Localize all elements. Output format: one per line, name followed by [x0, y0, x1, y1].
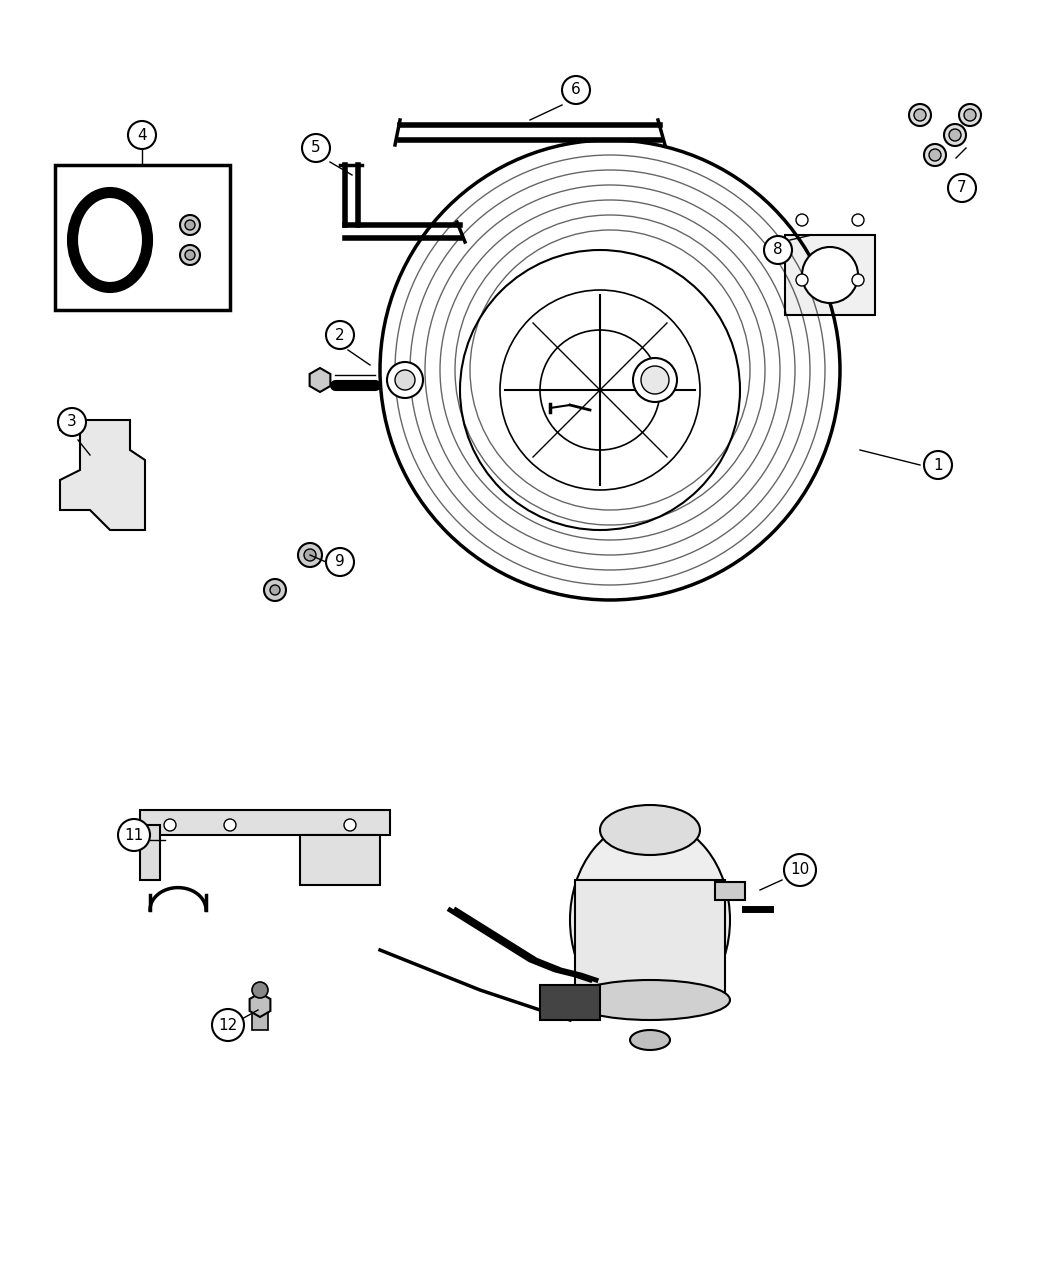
Circle shape — [929, 149, 941, 161]
Circle shape — [944, 124, 966, 147]
Circle shape — [909, 105, 931, 126]
Bar — [140, 810, 390, 835]
Bar — [55, 164, 230, 310]
Ellipse shape — [630, 1030, 670, 1051]
Polygon shape — [60, 419, 145, 530]
Circle shape — [924, 144, 946, 166]
Circle shape — [914, 108, 926, 121]
Circle shape — [924, 451, 952, 479]
Bar — [575, 880, 724, 1000]
Circle shape — [252, 982, 268, 998]
Circle shape — [304, 550, 316, 561]
Circle shape — [959, 105, 981, 126]
Circle shape — [264, 579, 286, 601]
Circle shape — [949, 129, 961, 142]
Ellipse shape — [600, 805, 700, 856]
Circle shape — [185, 250, 195, 260]
Bar — [715, 882, 746, 900]
Text: 8: 8 — [773, 242, 783, 258]
Circle shape — [796, 214, 808, 226]
Bar — [540, 986, 600, 1020]
Text: 3: 3 — [67, 414, 77, 430]
Circle shape — [852, 214, 864, 226]
Circle shape — [185, 221, 195, 230]
Polygon shape — [250, 993, 271, 1017]
Circle shape — [852, 274, 864, 286]
Bar — [300, 835, 380, 885]
Circle shape — [784, 854, 816, 886]
Circle shape — [224, 819, 236, 831]
Ellipse shape — [570, 820, 730, 1020]
Ellipse shape — [570, 980, 730, 1020]
Circle shape — [128, 121, 156, 149]
Text: 4: 4 — [138, 128, 147, 143]
Text: 5: 5 — [311, 140, 321, 156]
Circle shape — [948, 173, 976, 201]
Circle shape — [640, 366, 669, 394]
Circle shape — [395, 370, 415, 390]
Text: 2: 2 — [335, 328, 344, 343]
Circle shape — [118, 819, 150, 850]
Circle shape — [58, 408, 86, 436]
Circle shape — [796, 274, 808, 286]
Circle shape — [270, 585, 280, 595]
Text: 10: 10 — [791, 862, 810, 877]
Circle shape — [764, 236, 792, 264]
Circle shape — [298, 543, 322, 567]
Bar — [785, 235, 875, 315]
Circle shape — [387, 362, 423, 398]
Circle shape — [180, 245, 200, 265]
Circle shape — [802, 247, 858, 303]
Text: 12: 12 — [218, 1017, 237, 1033]
Polygon shape — [310, 368, 331, 391]
Circle shape — [326, 548, 354, 576]
Circle shape — [212, 1009, 244, 1040]
Circle shape — [164, 819, 176, 831]
Text: 7: 7 — [958, 181, 967, 195]
Text: 11: 11 — [124, 827, 144, 843]
Circle shape — [344, 819, 356, 831]
Bar — [140, 825, 160, 880]
Circle shape — [326, 321, 354, 349]
Circle shape — [964, 108, 977, 121]
Text: 9: 9 — [335, 555, 344, 570]
Bar — [252, 1009, 268, 1030]
Circle shape — [562, 76, 590, 105]
Circle shape — [180, 215, 200, 235]
Circle shape — [302, 134, 330, 162]
Text: 1: 1 — [933, 458, 943, 473]
Circle shape — [633, 358, 677, 402]
Text: 6: 6 — [571, 83, 581, 97]
